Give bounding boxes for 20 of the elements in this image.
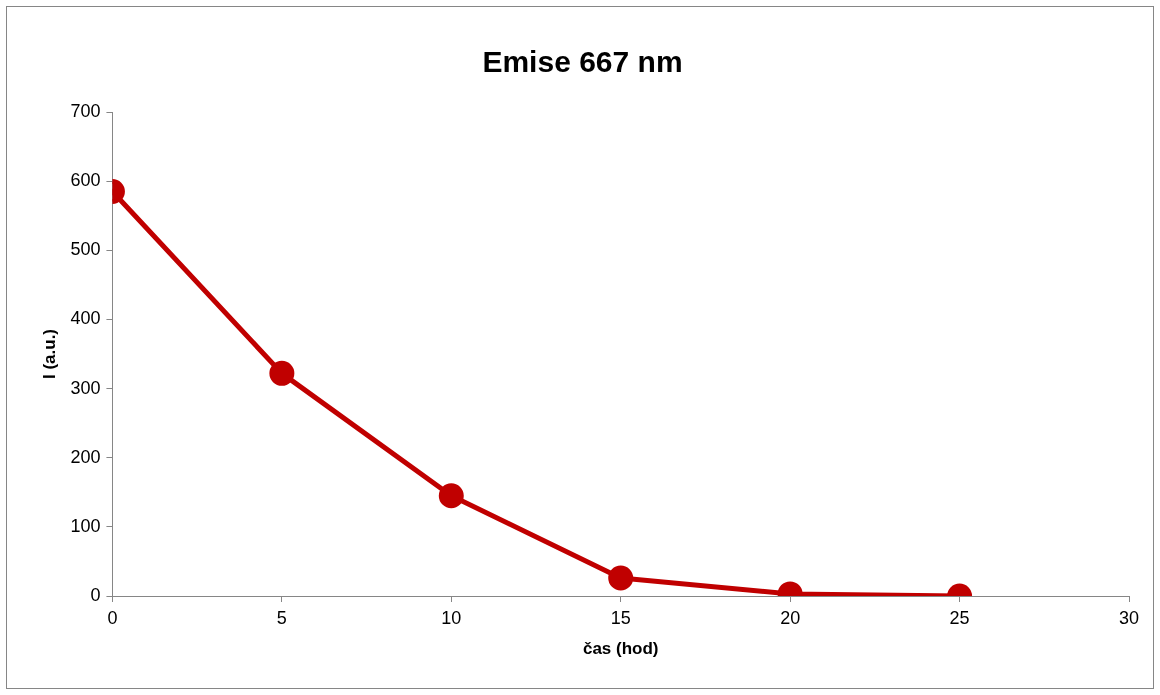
x-tick-label: 20 — [780, 607, 801, 628]
x-axis-title: čas (hod) — [582, 639, 659, 659]
point — [438, 483, 464, 509]
chart-title: Emise 667 nm — [482, 45, 683, 79]
x-tick-label: 15 — [610, 607, 631, 628]
y-tick-label: 400 — [70, 308, 101, 329]
point — [608, 565, 634, 591]
y-tick-label: 200 — [70, 446, 101, 467]
x-tick-label: 30 — [1118, 607, 1140, 628]
y-tick-label: 0 — [90, 584, 101, 605]
y-tick-label: 700 — [70, 100, 101, 121]
y-tick-label: 300 — [70, 377, 101, 398]
y-tick-label: 100 — [70, 515, 101, 536]
y-tick-label: 600 — [70, 170, 101, 191]
y-axis-title: I (a.u.) — [39, 328, 59, 380]
x-tick-label: 10 — [441, 607, 462, 628]
x-tick-label: 25 — [949, 607, 970, 628]
x-tick-label: 5 — [276, 607, 287, 628]
x-tick-label: 0 — [107, 607, 118, 628]
y-tick-label: 500 — [70, 239, 101, 260]
